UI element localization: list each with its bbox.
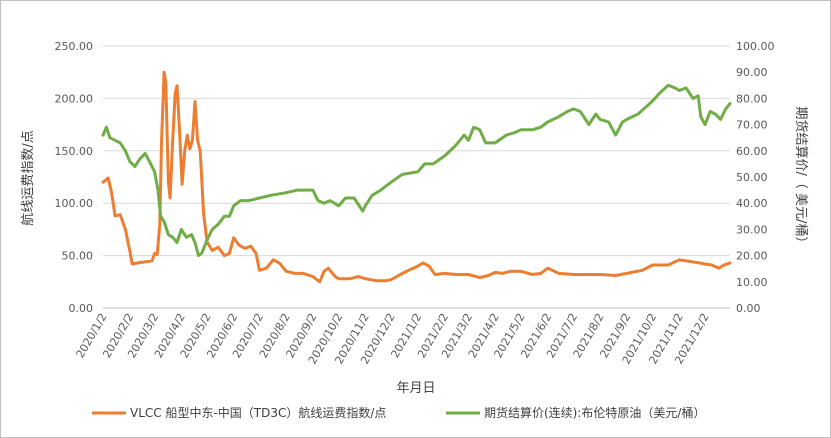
right-tick-label: 0.00 [736,302,761,315]
series-line-brent [101,83,732,258]
right-tick-label: 100.00 [736,40,775,53]
right-tick-label: 40.00 [736,197,768,210]
left-tick-label: 50.00 [62,250,94,263]
right-axis-title: 期货结算价/（ 美元/桶） [793,107,809,250]
legend-label-brent: 期货结算价(连续):布伦特原油（美元/桶） [484,405,705,420]
left-axis-title: 航线运费指数/点 [20,130,36,225]
right-tick-label: 50.00 [736,171,768,184]
right-tick-label: 80.00 [736,92,768,105]
right-tick-label: 10.00 [736,276,768,289]
left-tick-label: 0.00 [69,302,94,315]
right-tick-label: 30.00 [736,223,768,236]
legend-label-vlcc: VLCC 船型中东-中国（TD3C）航线运费指数/点 [130,405,386,420]
right-tick-label: 70.00 [736,119,768,132]
right-tick-label: 90.00 [736,66,768,79]
legend: VLCC 船型中东-中国（TD3C）航线运费指数/点 期货结算价(连续):布伦特… [92,405,705,420]
left-tick-label: 100.00 [55,197,94,210]
right-tick-label: 60.00 [736,145,768,158]
series-line-vlcc [101,70,732,284]
left-tick-label: 200.00 [55,92,94,105]
left-tick-label: 150.00 [55,145,94,158]
left-axis-ticks: 0.00 50.00 100.00 150.00 200.00 250.00 [55,40,94,315]
right-tick-label: 20.00 [736,250,768,263]
x-axis-ticks: 2020/1/22020/2/22020/3/22020/4/22020/5/2… [74,311,712,366]
series-lines [101,70,732,284]
gridlines [103,45,730,309]
right-axis-ticks: 0.00 10.00 20.00 30.00 40.00 50.00 60.00 70.00 8… [736,40,775,315]
x-axis-title: 年月日 [396,381,435,396]
left-tick-label: 250.00 [55,40,94,53]
